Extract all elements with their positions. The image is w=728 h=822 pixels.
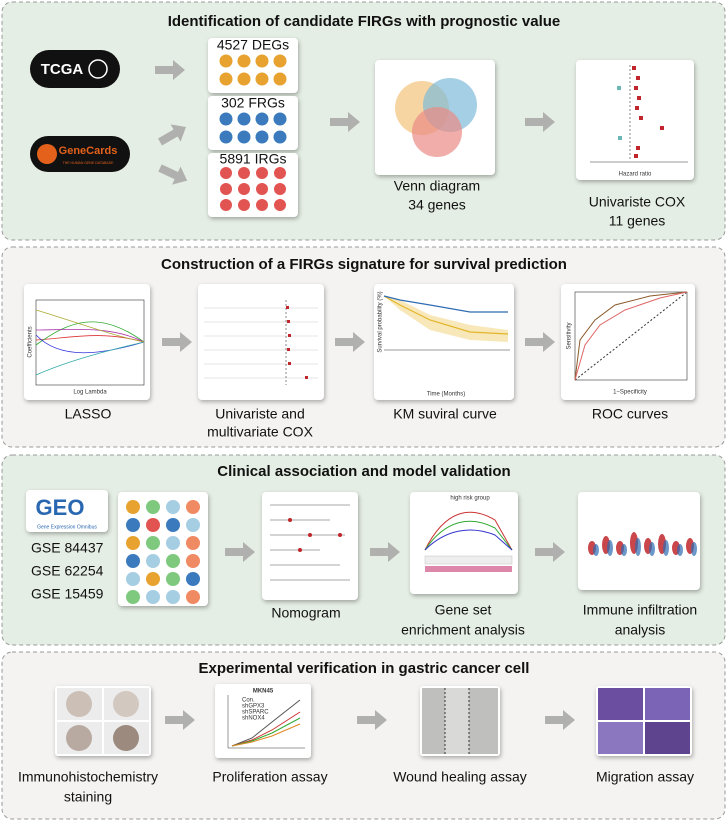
step-label: Immunohistochemistry (18, 769, 158, 785)
step-label: ROC curves (592, 406, 668, 422)
panel-title: Clinical association and model validatio… (217, 463, 510, 480)
step-label: KM suviral curve (393, 406, 497, 422)
step-label: Gene set (435, 602, 492, 618)
step-label: Venn diagram (394, 178, 480, 194)
dataset-label: GSE 15459 (31, 586, 104, 602)
panel (1, 651, 726, 820)
step-label: enrichment analysis (401, 622, 525, 638)
dataset-label: GSE 62254 (31, 563, 104, 579)
axis-title: Hazard ratio (619, 172, 652, 178)
axis-title: Log Lambda (73, 390, 107, 396)
step-label: Univariste COX (589, 194, 686, 210)
gene-set-label: 4527 DEGs (217, 37, 289, 53)
step-label: staining (64, 789, 112, 805)
logo-subtext: Gene Expression Omnibus (37, 524, 97, 530)
axis-title: 1−Specificity (613, 390, 647, 396)
legend-entry: shNOX4 (242, 716, 265, 722)
axis-title: Coefficients (28, 326, 34, 357)
panel (1, 246, 726, 448)
step-label: 34 genes (408, 197, 466, 213)
step-label: Migration assay (596, 769, 694, 785)
legend-entry: Con. (242, 698, 255, 704)
panel-title: Experimental verification in gastric can… (199, 660, 530, 677)
axis-title: Survival probability (%) (378, 291, 384, 352)
step-label: analysis (615, 622, 666, 638)
logo-text: GEO (36, 495, 85, 520)
gene-set-label: 5891 IRGs (220, 151, 287, 167)
legend-entry: shGPX3 (242, 704, 265, 710)
dataset-label: GSE 84437 (31, 540, 104, 556)
step-label: Proliferation assay (212, 769, 327, 785)
step-label: Immune infiltration (583, 602, 697, 618)
panel-title: Identification of candidate FIRGs with p… (168, 13, 561, 30)
gene-set-label: 302 FRGs (221, 95, 285, 111)
step-label: multivariate COX (207, 424, 313, 440)
panel-title: Construction of a FIRGs signature for su… (161, 256, 567, 273)
logo-text: GeneCards (59, 145, 118, 157)
step-label: 11 genes (609, 213, 666, 229)
plot-title: MKN45 (253, 689, 274, 695)
logo-text: TCGA (41, 61, 84, 78)
step-label: Wound healing assay (393, 769, 527, 785)
axis-title: Sensitivity (567, 322, 573, 349)
legend-entry: shSPARC (242, 710, 269, 716)
step-label: LASSO (65, 406, 112, 422)
logo-subtext: THE HUMAN GENE DATABASE (63, 161, 114, 165)
step-label: Nomogram (271, 605, 340, 621)
step-label: Univariste and (215, 406, 305, 422)
plot-title: high risk group (450, 496, 490, 502)
axis-title: Time (Months) (427, 392, 465, 398)
genecards-logo (30, 136, 130, 172)
